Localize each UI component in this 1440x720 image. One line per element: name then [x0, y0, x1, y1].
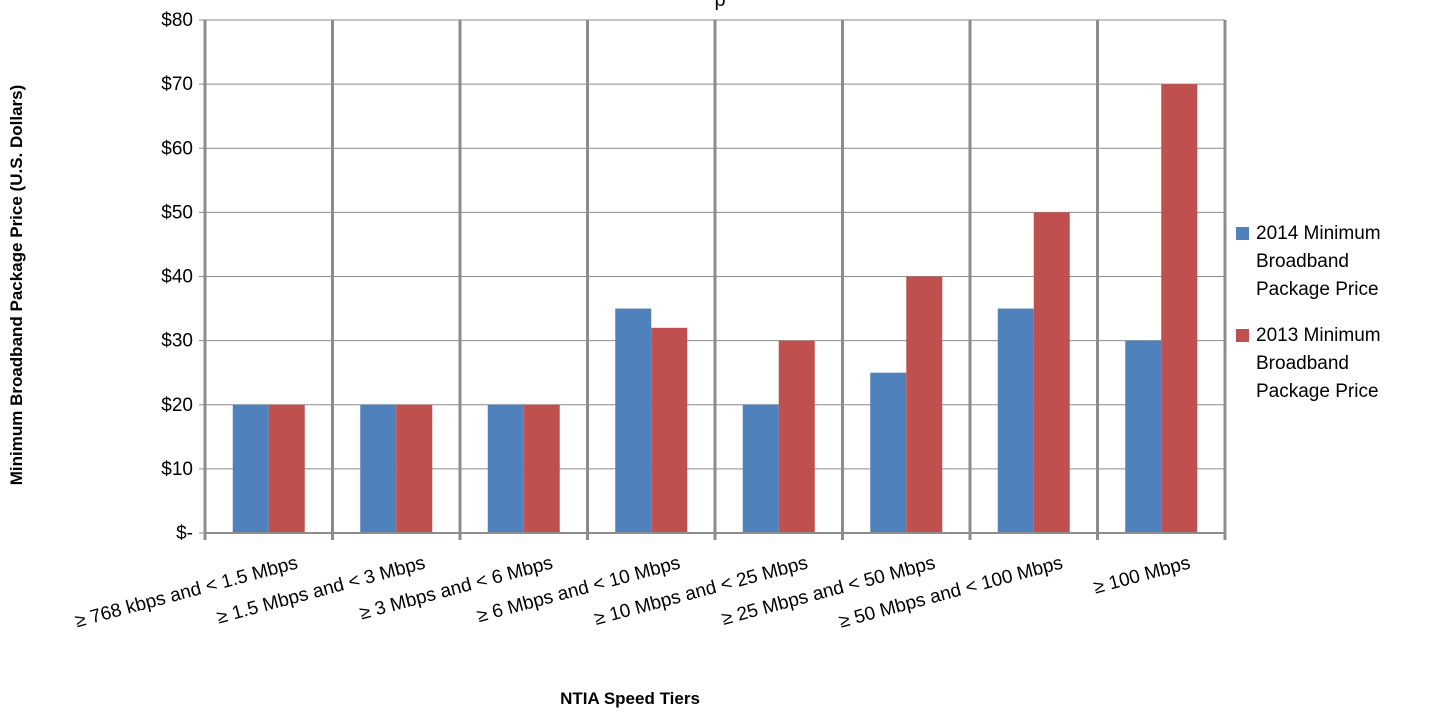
- legend-label-2013-line1: 2013 Minimum: [1256, 325, 1381, 346]
- chart-title-fragment: p: [714, 0, 725, 11]
- legend-swatch-2014: [1236, 227, 1249, 240]
- bar-2013: [778, 340, 815, 533]
- x-tick-label: ≥ 10 Mbps and < 25 Mbps: [592, 553, 810, 630]
- bar-2013: [906, 276, 943, 533]
- legend-label-2013-line2: Broadband: [1256, 353, 1349, 374]
- bar-2014: [870, 372, 907, 533]
- bar-2014: [360, 404, 397, 533]
- y-tick-label: $60: [161, 138, 193, 159]
- bar-2014: [232, 404, 269, 533]
- y-tick-label: $20: [161, 395, 193, 416]
- legend-label-2014-line3: Package Price: [1256, 279, 1379, 300]
- bar-2014: [742, 404, 779, 533]
- legend-label-2013-line3: Package Price: [1256, 381, 1379, 402]
- bar-2014: [1125, 340, 1162, 533]
- y-axis-title: Minimum Broadband Package Price (U.S. Do…: [7, 85, 26, 486]
- y-tick-label: $-: [176, 523, 193, 544]
- bar-2014: [615, 308, 652, 533]
- bars-layer: [232, 84, 1198, 533]
- x-tick-label: ≥ 50 Mbps and < 100 Mbps: [837, 553, 1065, 633]
- y-tick-label: $80: [161, 10, 193, 31]
- x-tick-label: ≥ 1.5 Mbps and < 3 Mbps: [215, 553, 428, 629]
- x-tick-label: ≥ 25 Mbps and < 50 Mbps: [720, 553, 938, 630]
- legend-swatch-2013: [1236, 329, 1249, 342]
- bar-2013: [651, 327, 688, 533]
- bar-2013: [1033, 212, 1070, 533]
- bar-2013: [523, 404, 560, 533]
- legend: 2014 Minimum Broadband Package Price 201…: [1236, 220, 1436, 424]
- legend-item-2014: 2014 Minimum Broadband Package Price: [1236, 220, 1436, 304]
- y-tick-label: $40: [161, 267, 193, 288]
- legend-label-2014-line2: Broadband: [1256, 251, 1349, 272]
- bar-2013: [1161, 84, 1198, 533]
- bar-2014: [997, 308, 1034, 533]
- x-tick-label: ≥ 100 Mbps: [1091, 553, 1192, 599]
- y-tick-label: $10: [161, 459, 193, 480]
- bar-2014: [487, 404, 524, 533]
- x-axis-title: NTIA Speed Tiers: [560, 689, 700, 708]
- legend-item-2013: 2013 Minimum Broadband Package Price: [1236, 322, 1436, 406]
- grid-layer: [203, 19, 1227, 540]
- bar-2013: [396, 404, 433, 533]
- y-tick-label: $30: [161, 331, 193, 352]
- bar-2013: [268, 404, 305, 533]
- y-tick-label: $70: [161, 74, 193, 95]
- x-tick-label: ≥ 768 kbps and < 1.5 Mbps: [73, 553, 300, 633]
- y-tick-label: $50: [161, 202, 193, 223]
- legend-label-2014-line1: 2014 Minimum: [1256, 223, 1381, 244]
